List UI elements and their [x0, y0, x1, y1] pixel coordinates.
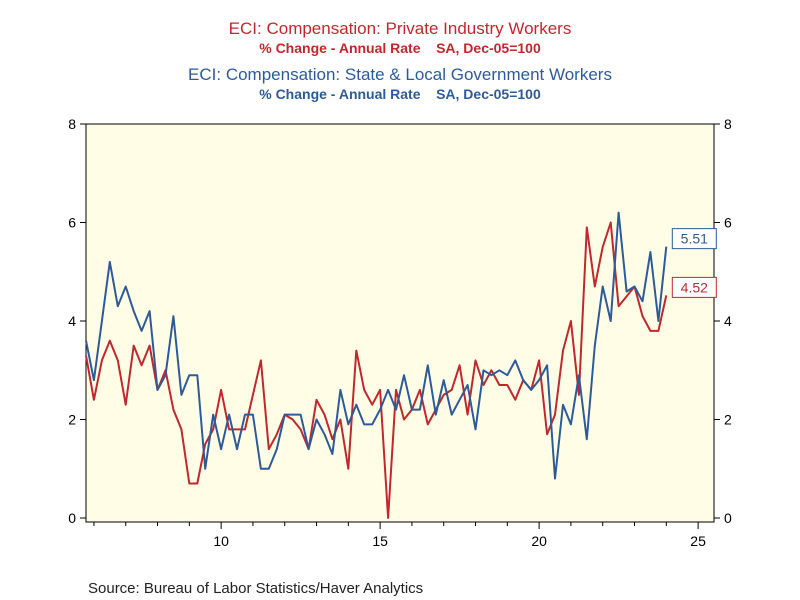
series-line-government: [85, 211, 668, 480]
x-tick-label-15: 15: [372, 533, 388, 549]
y-tick-label-right-0: 0: [724, 510, 732, 526]
series-line-private: [85, 221, 668, 519]
y-tick-label-left-0: 0: [68, 510, 76, 526]
y-tick-label-right-6: 6: [724, 215, 732, 231]
series-lines: [85, 211, 668, 519]
x-tick-label-10: 10: [213, 533, 229, 549]
x-tick-label-25: 25: [690, 533, 706, 549]
y-tick-label-right-2: 2: [724, 412, 732, 428]
chart-titles: ECI: Compensation: Private Industry Work…: [188, 19, 612, 102]
y-tick-label-right-8: 8: [724, 116, 732, 132]
title-private-sub: % Change - Annual Rate SA, Dec-05=100: [259, 40, 541, 56]
y-tick-label-right-4: 4: [724, 313, 732, 329]
y-tick-label-left-8: 8: [68, 116, 76, 132]
value-label-government: 5.51: [681, 231, 708, 247]
plot-area: [85, 123, 715, 523]
source-note: Source: Bureau of Labor Statistics/Haver…: [88, 580, 424, 597]
axes: 0 0 2 2 4 4 6 6 8 8 10 15 20 25: [68, 116, 732, 549]
title-government-main: ECI: Compensation: State & Local Governm…: [188, 65, 612, 84]
value-labels: 4.52 5.51: [671, 228, 717, 298]
y-tick-label-left-2: 2: [68, 412, 76, 428]
x-tick-label-20: 20: [531, 533, 547, 549]
y-tick-label-left-6: 6: [68, 215, 76, 231]
value-label-box-government: [671, 228, 717, 250]
value-label-private: 4.52: [681, 279, 708, 295]
title-private-main: ECI: Compensation: Private Industry Work…: [229, 19, 572, 38]
value-label-box-private: [671, 276, 717, 298]
title-government-sub: % Change - Annual Rate SA, Dec-05=100: [259, 86, 541, 102]
y-tick-label-left-4: 4: [68, 313, 76, 329]
